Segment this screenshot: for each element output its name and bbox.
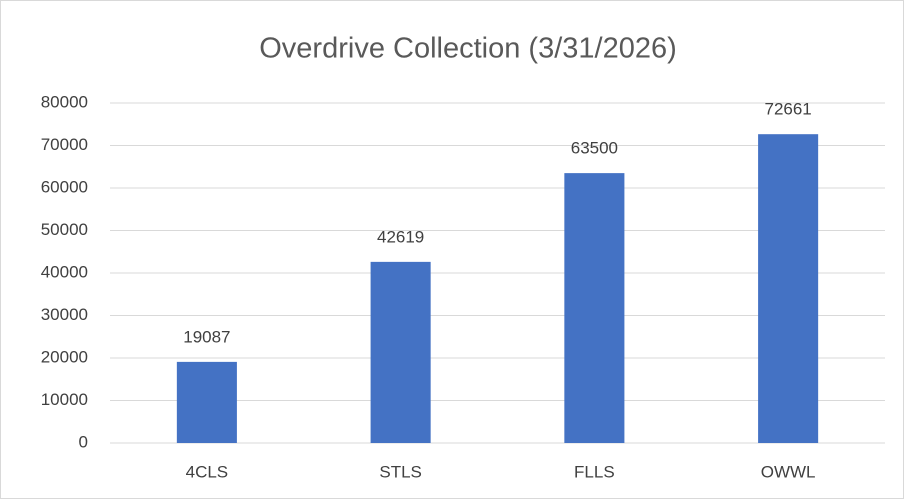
y-tick-label: 70000 <box>41 135 88 154</box>
bar <box>176 361 237 443</box>
x-tick-label: 4CLS <box>186 462 229 481</box>
data-label: 63500 <box>571 139 618 158</box>
bar <box>370 261 431 443</box>
y-tick-label: 40000 <box>41 262 88 281</box>
y-tick-label: 10000 <box>41 390 88 409</box>
data-label: 72661 <box>764 100 811 119</box>
y-tick-label: 50000 <box>41 220 88 239</box>
y-tick-label: 60000 <box>41 177 88 196</box>
y-tick-label: 80000 <box>41 92 88 111</box>
x-tick-label: FLLS <box>574 462 615 481</box>
y-tick-label: 30000 <box>41 305 88 324</box>
data-label: 42619 <box>377 227 424 246</box>
x-tick-label: OWWL <box>761 462 816 481</box>
chart-title: Overdrive Collection (3/31/2026) <box>259 33 676 65</box>
y-tick-label: 0 <box>79 432 88 451</box>
bar <box>758 134 819 444</box>
x-tick-label: STLS <box>379 462 422 481</box>
data-label: 19087 <box>183 327 230 346</box>
y-tick-label: 20000 <box>41 347 88 366</box>
bar <box>564 173 625 443</box>
